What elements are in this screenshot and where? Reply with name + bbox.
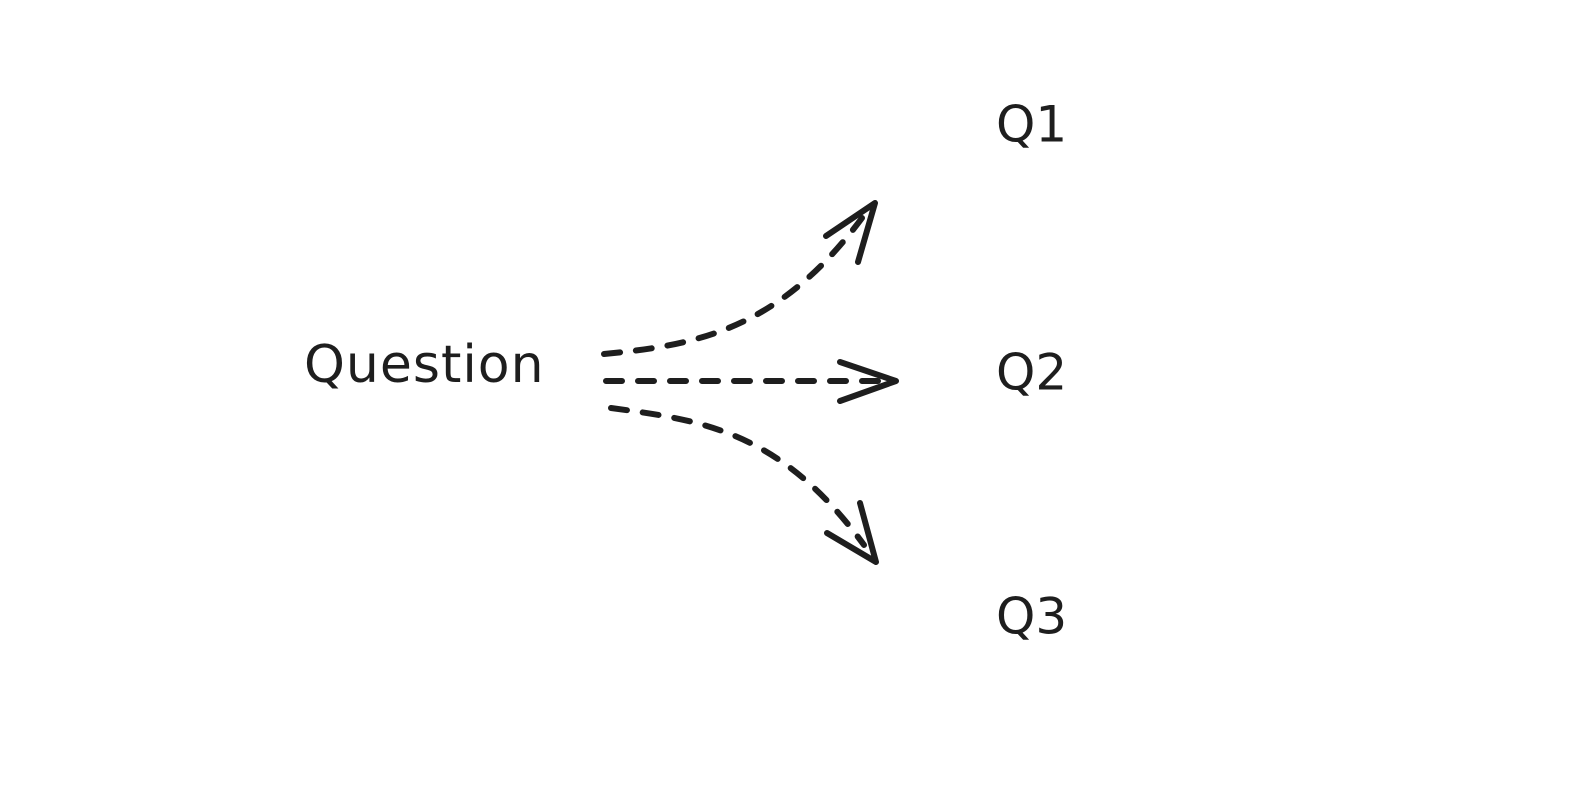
- arrow-to-q1-shaft: [601, 215, 865, 357]
- arrow-to-q1: [601, 200, 878, 357]
- arrow-to-q3-head: [824, 500, 879, 565]
- target-label-q1: Q1: [996, 96, 1067, 154]
- arrow-to-q3: [608, 405, 879, 565]
- target-label-q2: Q2: [996, 344, 1067, 402]
- arrow-to-q2-head: [837, 359, 899, 404]
- target-label-q3: Q3: [996, 588, 1067, 646]
- arrow-to-q2: [603, 359, 899, 404]
- source-label: Question: [304, 335, 545, 395]
- arrow-to-q3-shaft: [608, 405, 867, 548]
- arrow-to-q1-head: [823, 200, 878, 265]
